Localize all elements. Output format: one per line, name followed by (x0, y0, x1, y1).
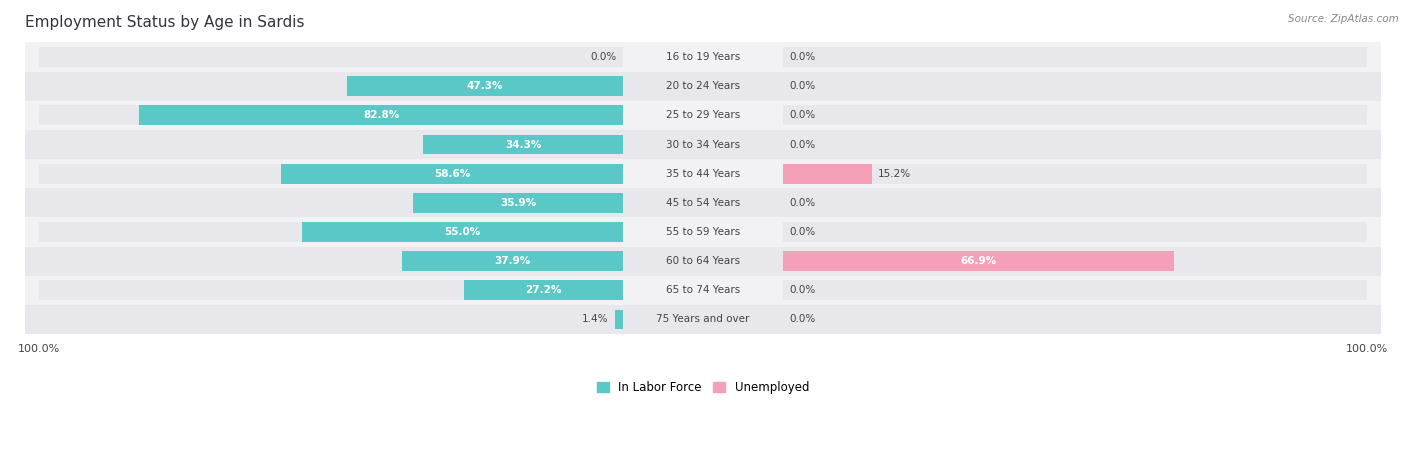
Bar (783, 135, 1367, 154)
Bar (783, 251, 1174, 271)
Text: 0.0%: 0.0% (789, 285, 815, 295)
Bar (783, 106, 1367, 125)
Bar (783, 281, 1367, 300)
Bar (25, 72, 1381, 101)
Text: 0.0%: 0.0% (591, 52, 617, 62)
Bar (39, 135, 623, 154)
Bar (783, 251, 1367, 271)
Bar (783, 193, 1367, 213)
Bar (423, 135, 623, 154)
Text: 82.8%: 82.8% (363, 110, 399, 120)
Text: 55 to 59 Years: 55 to 59 Years (666, 227, 740, 237)
Legend: In Labor Force, Unemployed: In Labor Force, Unemployed (592, 376, 814, 399)
Text: 20 to 24 Years: 20 to 24 Years (666, 81, 740, 91)
Bar (25, 101, 1381, 130)
Text: 0.0%: 0.0% (789, 81, 815, 91)
Text: Employment Status by Age in Sardis: Employment Status by Age in Sardis (25, 15, 305, 30)
Text: 1.4%: 1.4% (582, 314, 609, 324)
Bar (783, 164, 872, 184)
Bar (39, 47, 623, 67)
Bar (25, 130, 1381, 159)
Bar (402, 251, 623, 271)
Bar (25, 305, 1381, 334)
Text: 0.0%: 0.0% (789, 198, 815, 208)
Text: 60 to 64 Years: 60 to 64 Years (666, 256, 740, 266)
Text: 35 to 44 Years: 35 to 44 Years (666, 169, 740, 179)
Bar (614, 309, 623, 329)
Text: 0.0%: 0.0% (789, 110, 815, 120)
Text: 30 to 34 Years: 30 to 34 Years (666, 139, 740, 150)
Text: 37.9%: 37.9% (495, 256, 530, 266)
Bar (39, 222, 623, 242)
Text: 58.6%: 58.6% (434, 169, 470, 179)
Bar (39, 251, 623, 271)
Text: 15.2%: 15.2% (879, 169, 911, 179)
Bar (25, 159, 1381, 188)
Bar (783, 309, 1367, 329)
Text: 35.9%: 35.9% (501, 198, 537, 208)
Bar (25, 42, 1381, 72)
Bar (39, 281, 623, 300)
Bar (783, 47, 1367, 67)
Text: 0.0%: 0.0% (789, 314, 815, 324)
Bar (464, 281, 623, 300)
Text: Source: ZipAtlas.com: Source: ZipAtlas.com (1288, 14, 1399, 23)
Bar (25, 188, 1381, 217)
Text: 0.0%: 0.0% (789, 139, 815, 150)
Text: 55.0%: 55.0% (444, 227, 481, 237)
Bar (413, 193, 623, 213)
Text: 65 to 74 Years: 65 to 74 Years (666, 285, 740, 295)
Bar (25, 276, 1381, 305)
Bar (139, 106, 623, 125)
Bar (783, 76, 1367, 96)
Text: 0.0%: 0.0% (789, 52, 815, 62)
Text: 27.2%: 27.2% (526, 285, 562, 295)
Text: 66.9%: 66.9% (960, 256, 997, 266)
Bar (281, 164, 623, 184)
Bar (39, 164, 623, 184)
Bar (783, 222, 1367, 242)
Bar (39, 193, 623, 213)
Bar (25, 247, 1381, 276)
Bar (39, 76, 623, 96)
Text: 75 Years and over: 75 Years and over (657, 314, 749, 324)
Text: 47.3%: 47.3% (467, 81, 503, 91)
Bar (39, 309, 623, 329)
Text: 34.3%: 34.3% (505, 139, 541, 150)
Bar (302, 222, 623, 242)
Text: 25 to 29 Years: 25 to 29 Years (666, 110, 740, 120)
Text: 0.0%: 0.0% (789, 227, 815, 237)
Text: 16 to 19 Years: 16 to 19 Years (666, 52, 740, 62)
Bar (347, 76, 623, 96)
Bar (39, 106, 623, 125)
Text: 45 to 54 Years: 45 to 54 Years (666, 198, 740, 208)
Bar (783, 164, 1367, 184)
Bar (25, 217, 1381, 247)
